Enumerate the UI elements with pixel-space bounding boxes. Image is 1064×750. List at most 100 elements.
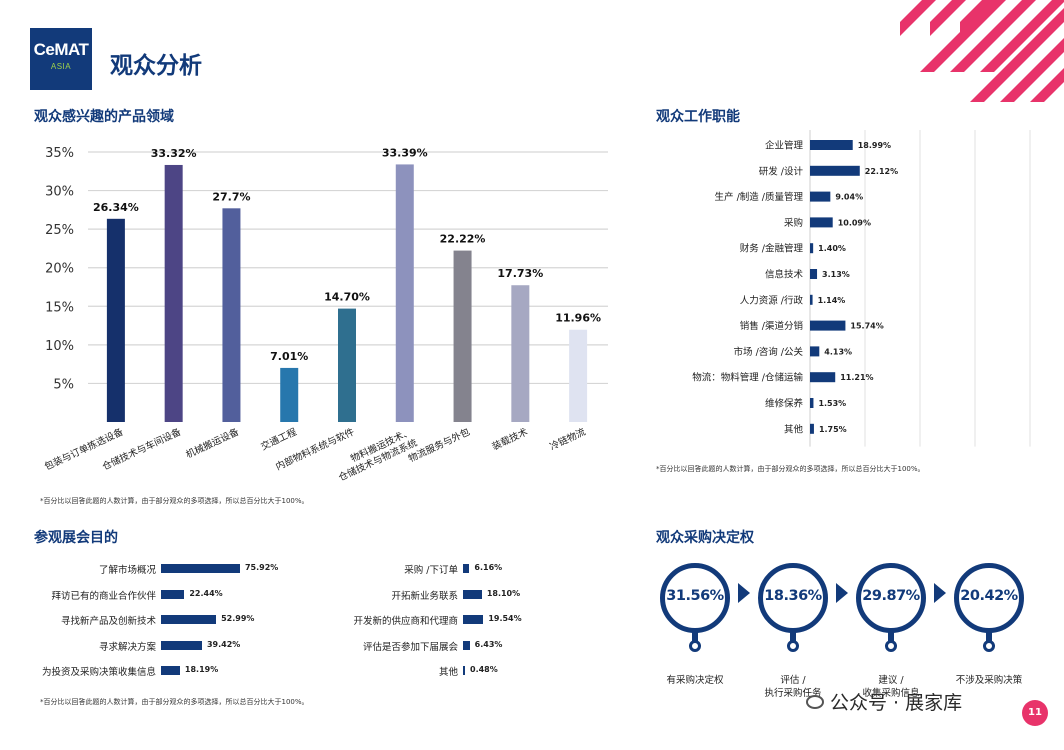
decision-circle: 31.56% (660, 563, 730, 652)
data-label: 3.13% (822, 270, 850, 279)
decorative-stripes (900, 0, 1064, 102)
data-label: 26.34% (93, 201, 139, 214)
bar (338, 308, 356, 422)
y-tick-label: 30% (45, 185, 74, 200)
category-label: 寻找新产品及创新技术 (60, 616, 156, 627)
data-label: 18.10% (486, 588, 521, 598)
wechat-icon (806, 695, 824, 709)
circle-dot (885, 640, 897, 652)
category-label: 拜访已有的商业合作伙伴 (51, 590, 156, 602)
data-label: 11.96% (555, 312, 601, 325)
bar (161, 564, 240, 573)
bar (164, 164, 183, 422)
data-label: 9.04% (835, 193, 863, 202)
data-label: 52.99% (221, 614, 255, 623)
bar (161, 640, 202, 650)
category-label-group: 机械搬运设备 (184, 426, 241, 461)
data-label: 17.73% (497, 267, 543, 280)
bar (810, 398, 814, 408)
decision-circle: 20.42% (954, 563, 1024, 652)
data-label: 31.56% (666, 588, 724, 604)
interest-section-title: 观众感兴趣的产品领域 (34, 109, 174, 125)
category-label: 不涉及采购决策 (934, 674, 1044, 687)
bar (810, 243, 814, 254)
category-label: 寻求解决方案 (98, 641, 156, 653)
category-label-line: 收集采购信息 (862, 688, 920, 699)
category-label: 市场 /咨询 /公关 (734, 346, 804, 358)
circle-stem (692, 630, 698, 642)
watermark: 公众号 · 展家库 (830, 692, 963, 714)
y-tick-label: 15% (45, 300, 74, 315)
page-number: 11 (1022, 700, 1048, 726)
category-label-line: 不涉及采购决策 (955, 675, 1023, 686)
bar (810, 346, 820, 357)
interest-bar-chart: 5%10%15%20%25%30%35%26.34%包装与订单拣选设备33.32… (43, 146, 608, 484)
data-label: 20.42% (960, 588, 1018, 604)
bar (161, 615, 217, 624)
category-label-line: 执行采购任务 (764, 688, 822, 699)
category-label: 企业管理 (765, 140, 804, 152)
bar (463, 564, 470, 573)
circle-dot (787, 640, 799, 652)
decision-circle: 18.36% (758, 563, 828, 652)
category-label: 了解市场概况 (98, 565, 156, 576)
bar (395, 164, 414, 423)
bar (161, 589, 185, 599)
data-label: 22.22% (440, 233, 486, 246)
data-label: 27.7% (212, 190, 250, 203)
decision-circle: 29.87% (856, 563, 926, 652)
data-label: 18.99% (858, 141, 891, 150)
bar (280, 367, 299, 422)
data-label: 14.70% (324, 291, 370, 304)
category-label-group: 装载技术 (490, 426, 530, 453)
data-label: 18.36% (764, 588, 822, 604)
data-label: 1.14% (818, 296, 846, 305)
purpose-footnote: *百分比以回答此题的人数计算，由于部分观众的多项选择，所以总百分比大于100%。 (40, 698, 309, 706)
category-label-group: 交通工程 (259, 426, 299, 453)
bar (810, 217, 833, 228)
logo-main-text: CeMAT (33, 40, 89, 59)
y-tick-label: 25% (45, 223, 74, 238)
data-label: 6.43% (474, 639, 503, 649)
bar (810, 140, 853, 150)
bar (106, 218, 125, 422)
circle-dot (689, 640, 701, 652)
data-label: 33.39% (382, 146, 428, 159)
data-label: 15.74% (850, 322, 883, 331)
data-label: 1.40% (818, 244, 846, 253)
y-tick-label: 20% (45, 262, 74, 277)
category-label: 研发 /设计 (759, 165, 804, 177)
circle-stem (888, 630, 894, 642)
data-label: 1.53% (818, 399, 846, 408)
bar (161, 666, 180, 675)
data-label: 6.16% (474, 563, 503, 572)
category-label: 采购 /下订单 (404, 565, 458, 576)
data-label: 75.92% (244, 563, 279, 572)
circle-stem (790, 630, 796, 642)
category-label: 其他 (784, 423, 804, 435)
data-label: 1.75% (819, 425, 847, 434)
category-label: 人力资源 /行政 (740, 294, 804, 306)
flow-arrow-icon (836, 583, 848, 603)
bar (810, 423, 814, 434)
page-title: 观众分析 (110, 53, 202, 79)
bar (222, 208, 241, 422)
category-label: 维修保养 (765, 398, 804, 410)
category-label-group: 冷链物流 (548, 426, 588, 453)
data-label: 18.19% (184, 665, 219, 674)
category-label: 建议 / 收集采购信息 (836, 674, 946, 700)
purpose-section-title: 参观展会目的 (34, 530, 118, 546)
data-label: 4.13% (824, 347, 852, 356)
flow-arrow-icon (934, 583, 946, 603)
bar (810, 294, 813, 305)
category-label: 采购 (784, 217, 803, 229)
circle-dot (983, 640, 995, 652)
data-label: 22.12% (865, 167, 898, 176)
bar (463, 589, 482, 599)
x-tick-label: 冷链物流 (548, 426, 588, 453)
category-label: 评估 / 执行采购任务 (738, 674, 848, 700)
category-label: 财务 /金融管理 (740, 243, 804, 255)
cemat-logo: CeMAT ASIA (30, 28, 92, 90)
decision-section-title: 观众采购决定权 (656, 530, 754, 546)
data-label: 29.87% (862, 588, 920, 604)
